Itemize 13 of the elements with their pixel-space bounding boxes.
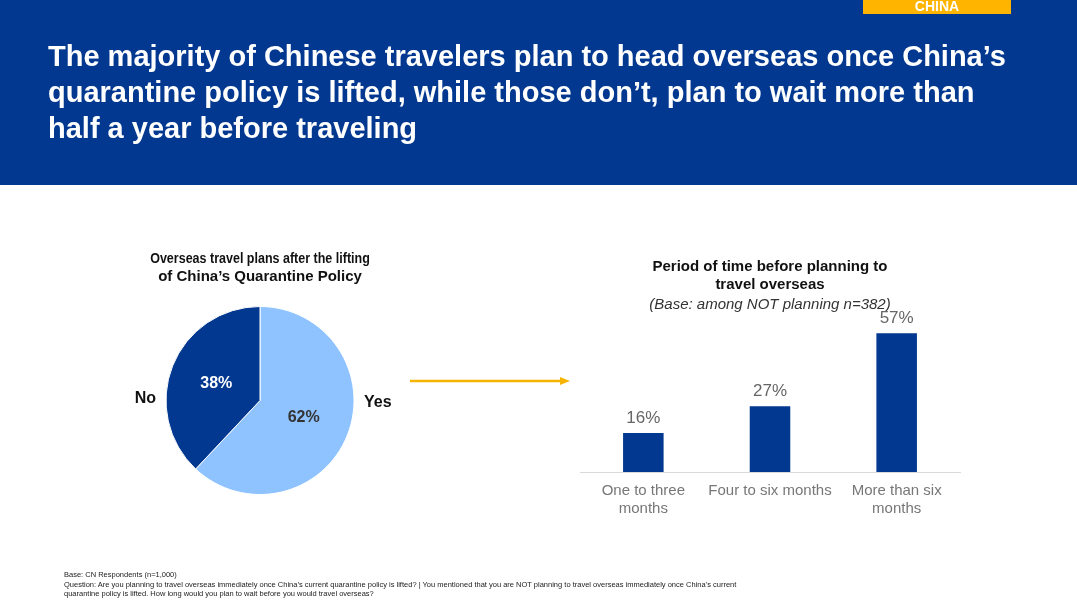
slice-label: Yes: [364, 392, 392, 410]
text: CHINA: [863, 0, 1011, 14]
x-tick-label: Four to six months: [708, 481, 832, 499]
text: The majority of Chinese travelers plan to head overseas once China’s quarantine policy is lifted, while those don’t, plan to wait more than half a year before traveling: [48, 39, 1007, 146]
x-tick-label: One to three months: [601, 481, 686, 517]
data-label: 16%: [626, 408, 661, 428]
data-label: 27%: [752, 381, 788, 401]
x-tick-label: More than six months: [851, 481, 943, 517]
data-label: 62%: [287, 408, 320, 426]
chart-title: Period of time before planning to travel overseas: [652, 257, 888, 293]
slice-label: No: [134, 389, 157, 407]
data-label: 38%: [200, 373, 233, 391]
chart-title: Overseas travel plans after the lifting of China’s Quarantine Policy: [150, 249, 370, 285]
